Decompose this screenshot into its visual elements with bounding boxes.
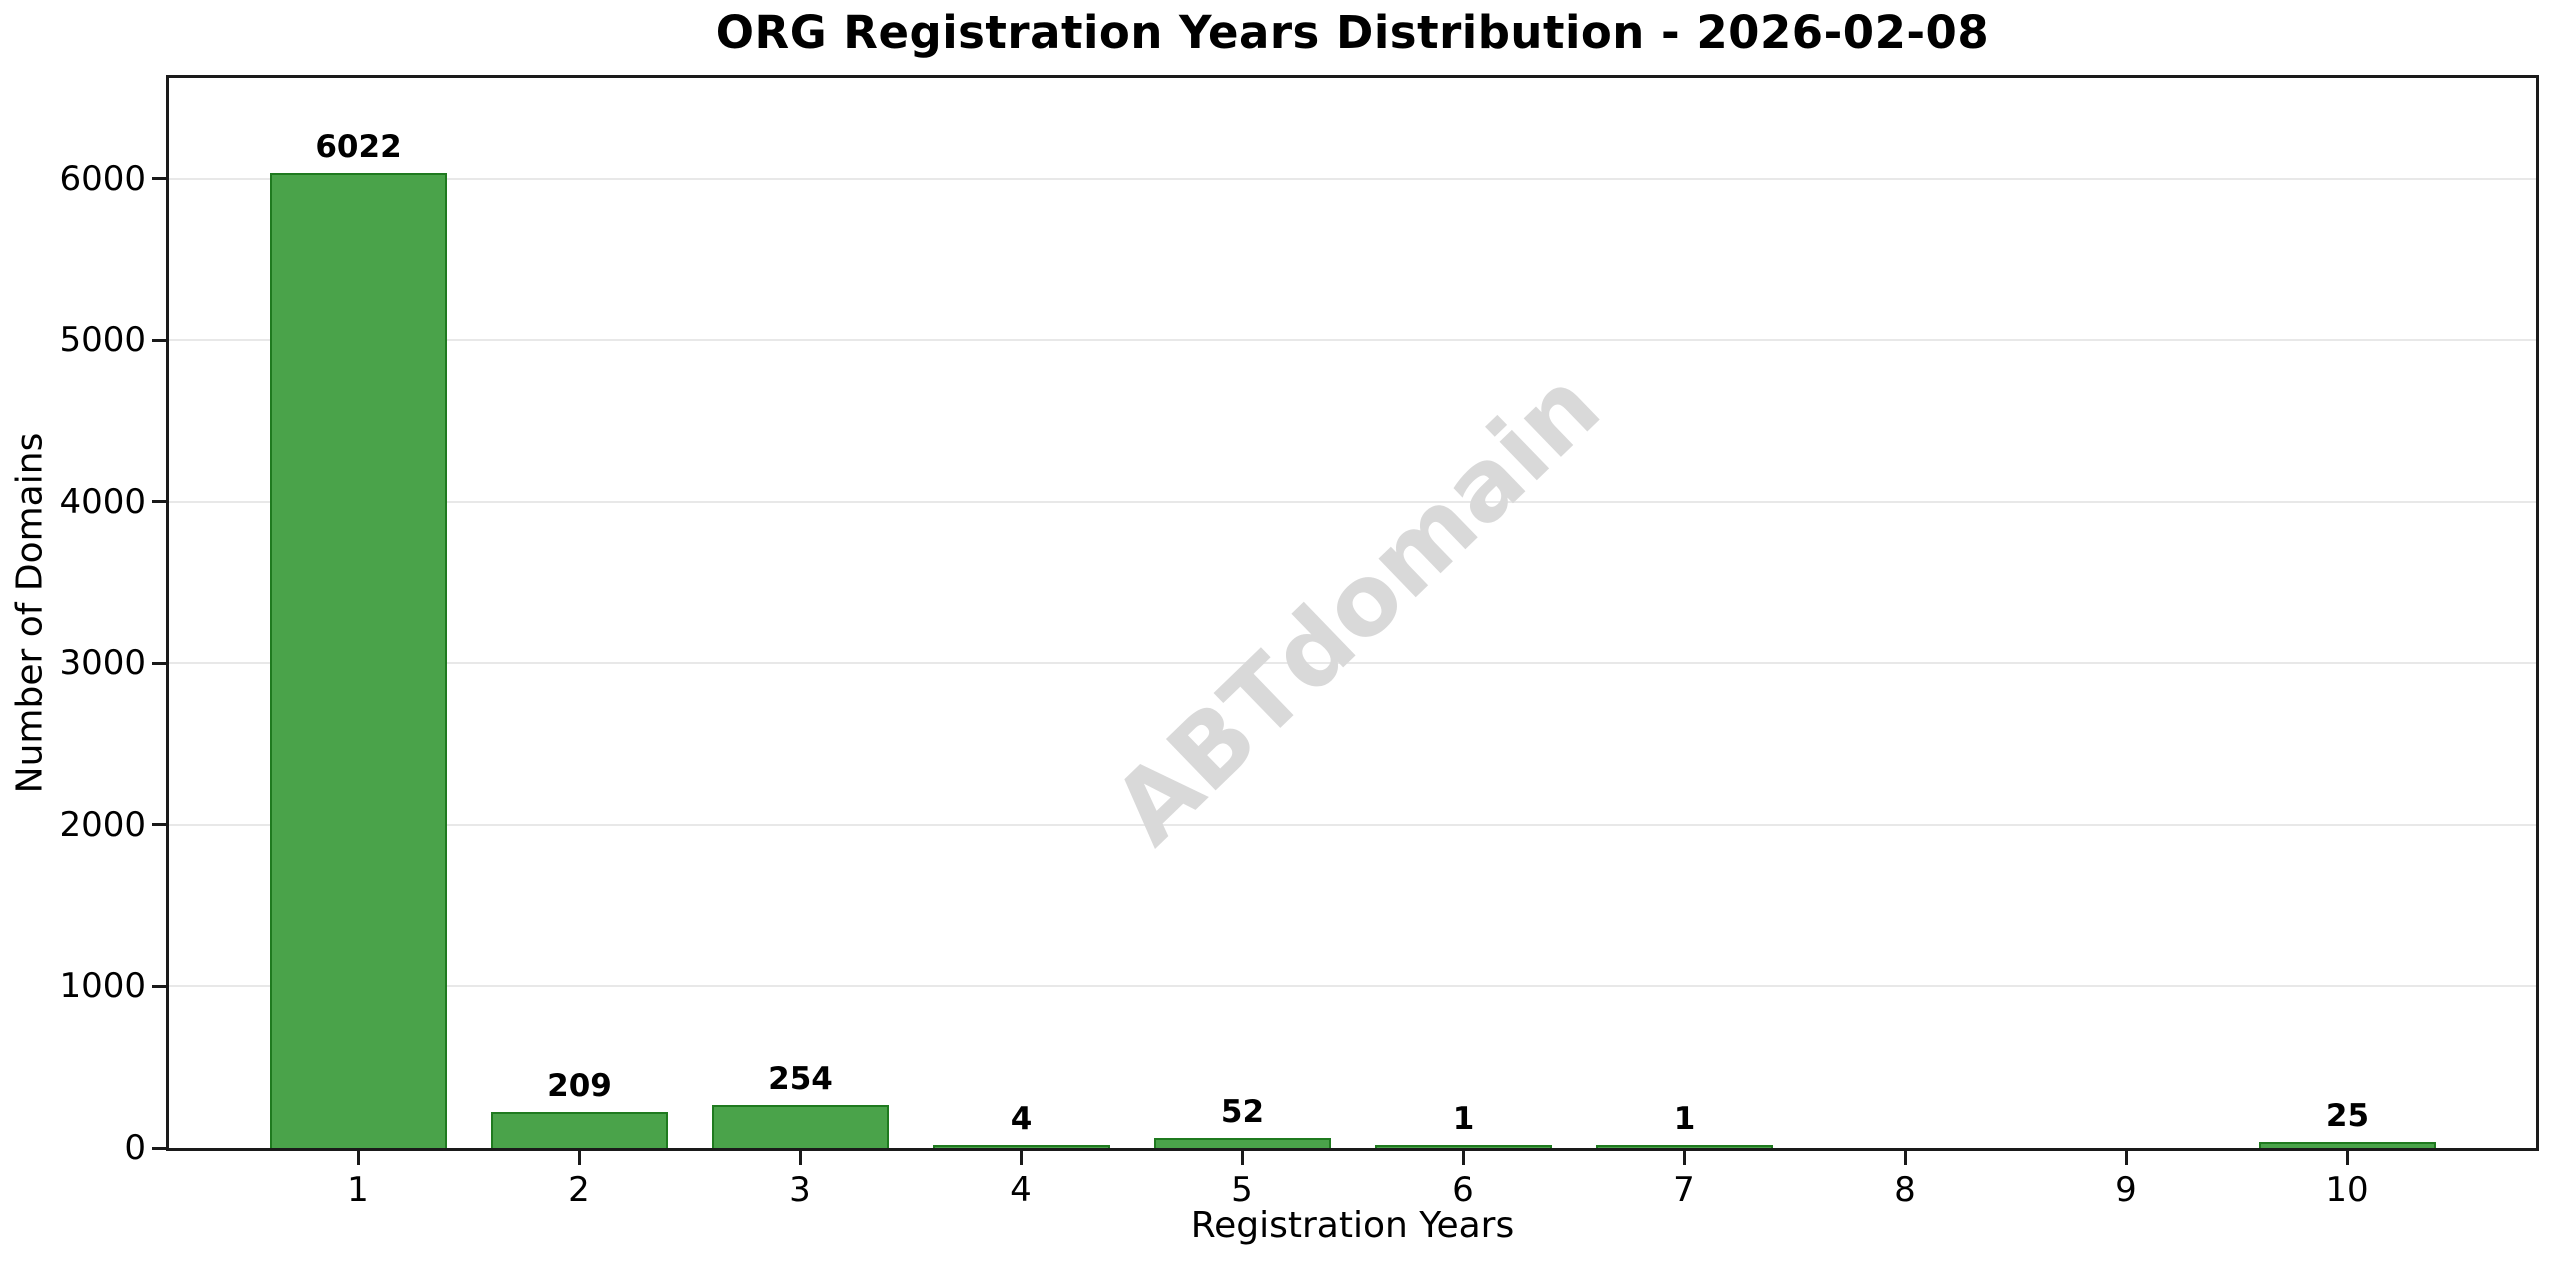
gridline-1000 <box>169 985 2536 988</box>
y-tick-label-4000: 4000 <box>59 482 146 522</box>
x-tick-label-10: 10 <box>2325 1170 2369 1210</box>
x-tick-mark-4 <box>1020 1151 1023 1165</box>
x-axis-title: Registration Years <box>1190 1205 1515 1246</box>
x-tick-label-5: 5 <box>1231 1170 1253 1210</box>
x-tick-mark-6 <box>1462 1151 1465 1165</box>
x-tick-mark-5 <box>1241 1151 1244 1165</box>
y-axis-title: Number of Domains <box>9 432 51 794</box>
bar-value-label-6: 1 <box>1452 1101 1475 1137</box>
x-tick-label-4: 4 <box>1010 1170 1032 1210</box>
x-tick-label-2: 2 <box>568 1170 590 1210</box>
y-tick-mark-3000 <box>152 662 166 665</box>
gridline-5000 <box>169 339 2536 342</box>
bar-value-label-1: 6022 <box>315 129 402 165</box>
y-tick-label-5000: 5000 <box>59 320 146 360</box>
bar-year-3 <box>712 1105 889 1148</box>
x-tick-mark-10 <box>2346 1151 2349 1165</box>
gridline-2000 <box>169 823 2536 826</box>
bar-year-4 <box>933 1145 1110 1148</box>
watermark-text: ABTdomain <box>1092 349 1622 867</box>
bar-value-label-4: 4 <box>1010 1101 1033 1137</box>
x-tick-label-1: 1 <box>347 1170 369 1210</box>
bar-year-2 <box>491 1112 668 1148</box>
x-tick-mark-7 <box>1683 1151 1686 1165</box>
plot-area: ABTdomain 6022 209 254 4 52 1 1 25 <box>166 75 2539 1151</box>
x-tick-label-8: 8 <box>1894 1170 1916 1210</box>
y-tick-mark-4000 <box>152 500 166 503</box>
bar-value-label-2: 209 <box>547 1068 612 1104</box>
y-tick-mark-2000 <box>152 823 166 826</box>
x-tick-mark-1 <box>357 1151 360 1165</box>
bar-value-label-5: 52 <box>1220 1094 1265 1130</box>
bar-year-7 <box>1596 1145 1773 1148</box>
y-tick-mark-5000 <box>152 339 166 342</box>
x-tick-label-6: 6 <box>1452 1170 1474 1210</box>
x-tick-mark-8 <box>1904 1151 1907 1165</box>
y-tick-label-1000: 1000 <box>59 966 146 1006</box>
x-tick-mark-9 <box>2125 1151 2128 1165</box>
bar-year-1 <box>270 173 447 1148</box>
bar-year-5 <box>1154 1138 1331 1148</box>
gridline-6000 <box>169 177 2536 180</box>
bar-value-label-7: 1 <box>1673 1101 1696 1137</box>
bar-year-10 <box>2259 1142 2436 1148</box>
y-tick-label-2000: 2000 <box>59 805 146 845</box>
x-tick-label-7: 7 <box>1673 1170 1695 1210</box>
bar-value-label-3: 254 <box>768 1061 833 1097</box>
y-tick-mark-1000 <box>152 985 166 988</box>
gridline-4000 <box>169 500 2536 503</box>
x-tick-label-3: 3 <box>789 1170 811 1210</box>
y-tick-label-3000: 3000 <box>59 643 146 683</box>
y-tick-label-6000: 6000 <box>59 159 146 199</box>
bar-value-label-10: 25 <box>2325 1098 2370 1134</box>
y-tick-mark-6000 <box>152 177 166 180</box>
chart-title: ORG Registration Years Distribution - 20… <box>715 6 1990 59</box>
bar-year-6 <box>1375 1145 1552 1148</box>
x-tick-mark-3 <box>799 1151 802 1165</box>
y-tick-mark-0 <box>152 1147 166 1150</box>
gridline-3000 <box>169 662 2536 665</box>
y-tick-label-0: 0 <box>124 1128 146 1168</box>
x-tick-label-9: 9 <box>2115 1170 2137 1210</box>
x-tick-mark-2 <box>578 1151 581 1165</box>
